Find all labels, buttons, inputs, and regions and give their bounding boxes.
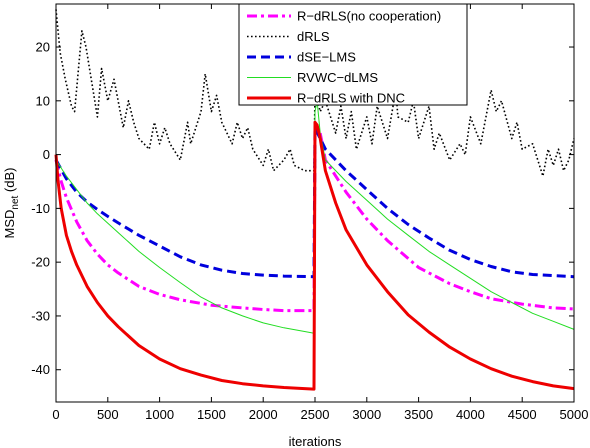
x-tick-label-1: 500 bbox=[97, 407, 119, 422]
legend-box bbox=[238, 3, 468, 106]
legend: R−dRLS(no cooperation) dRLS dSE−LMS RVWC−dL… bbox=[238, 3, 468, 106]
y-tick-label-0: -40 bbox=[31, 362, 50, 377]
x-tick-label-2: 1000 bbox=[145, 407, 174, 422]
legend-label-1: dRLS bbox=[297, 29, 330, 44]
y-axis-label: MSDnet (dB) bbox=[2, 168, 21, 239]
x-tick-label-5: 2500 bbox=[301, 407, 330, 422]
x-tick-label-9: 4500 bbox=[508, 407, 537, 422]
y-axis-label-main: MSD bbox=[2, 210, 17, 239]
y-tick-label-6: 20 bbox=[36, 40, 50, 55]
x-tick-label-10: 5000 bbox=[560, 407, 589, 422]
x-tick-label-3: 1500 bbox=[197, 407, 226, 422]
legend-label-4: R−dRLS with DNC bbox=[297, 91, 405, 106]
series-line-4 bbox=[54, 120, 575, 391]
y-tick-label-3: -10 bbox=[31, 201, 50, 216]
ticks-layer: 0 500 1000 1500 2000 2500 3000 3500 4000 4500 5000… bbox=[31, 4, 588, 422]
x-tick-label-8: 4000 bbox=[456, 407, 485, 422]
legend-label-3: RVWC−dLMS bbox=[297, 70, 378, 85]
series-line-1 bbox=[55, 9, 575, 177]
legend-label-0: R−dRLS(no cooperation) bbox=[297, 9, 441, 24]
x-axis-label: iterations bbox=[289, 434, 342, 448]
y-tick-label-1: -30 bbox=[31, 308, 50, 323]
y-axis-label-sub: net bbox=[10, 195, 21, 209]
x-tick-label-4: 2000 bbox=[249, 407, 278, 422]
y-axis-label-unit: (dB) bbox=[2, 168, 17, 196]
x-tick-label-0: 0 bbox=[52, 407, 59, 422]
series-layer bbox=[54, 9, 575, 391]
y-tick-label-2: -20 bbox=[31, 255, 50, 270]
series-line-0 bbox=[54, 126, 575, 313]
x-tick-label-6: 3000 bbox=[352, 407, 381, 422]
x-tick-label-7: 3500 bbox=[404, 407, 433, 422]
legend-label-2: dSE−LMS bbox=[297, 50, 356, 65]
y-tick-label-5: 10 bbox=[36, 93, 50, 108]
y-tick-label-4: 0 bbox=[43, 147, 50, 162]
